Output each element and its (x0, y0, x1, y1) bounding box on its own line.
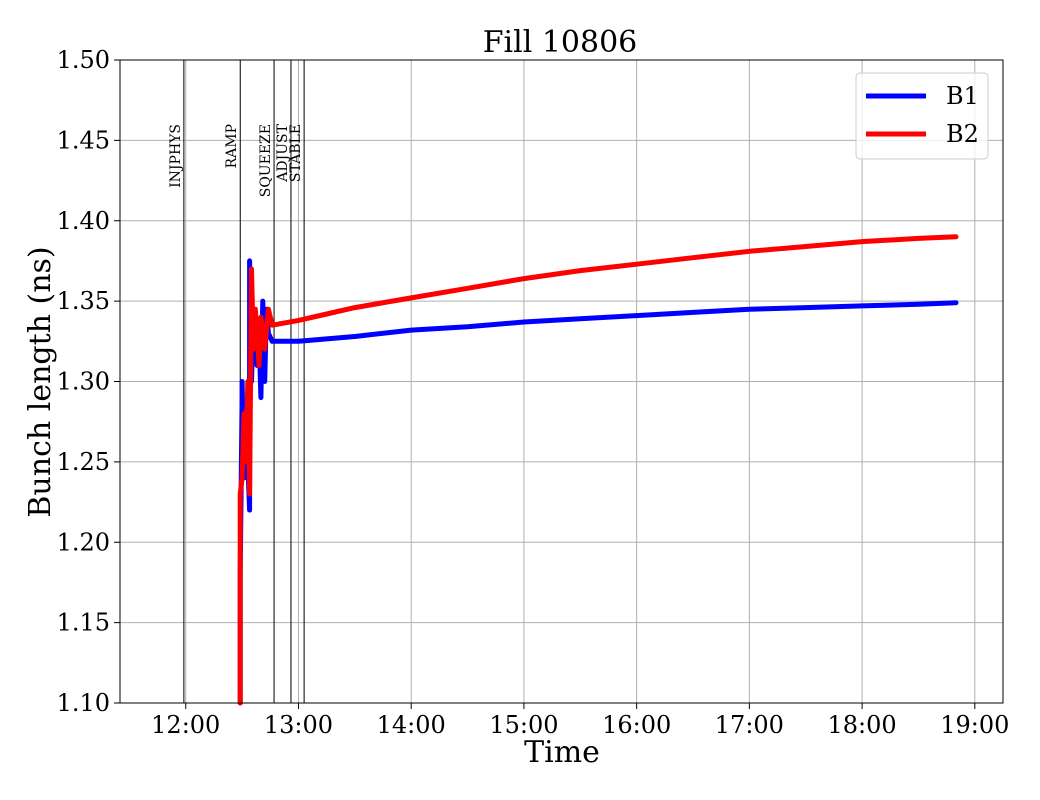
y-tick-label: 1.50 (57, 46, 110, 74)
legend-label: B1 (946, 82, 979, 110)
x-tick-label: 18:00 (828, 711, 897, 739)
y-tick-label: 1.45 (57, 126, 110, 154)
y-tick-label: 1.25 (57, 448, 110, 476)
y-tick-label: 1.15 (57, 609, 110, 637)
legend-label: B2 (946, 120, 979, 148)
y-tick-label: 1.35 (57, 287, 110, 315)
x-tick-label: 13:00 (264, 711, 333, 739)
phase-label: STABLE (288, 124, 304, 182)
series-line-b2 (237, 234, 959, 706)
series-line-b1 (237, 258, 959, 706)
x-tick-label: 19:00 (940, 711, 1009, 739)
x-axis-label: Time (524, 735, 600, 770)
x-tick-label: 17:00 (715, 711, 784, 739)
x-axis: 12:00 13:00 14:00 15:00 16:00 17:00 18:00 19:00 (151, 703, 1009, 739)
y-tick-label: 1.30 (57, 368, 110, 396)
x-tick-label: 16:00 (602, 711, 671, 739)
series-layer (237, 234, 959, 706)
phase-label: RAMP (224, 124, 240, 168)
y-axis: 1.10 1.15 1.20 1.25 1.30 1.35 1.40 1.45 1.50 (57, 46, 120, 717)
phase-label: ADJUST (275, 123, 291, 182)
phase-label: INJPHYS (168, 124, 184, 188)
y-tick-label: 1.10 (57, 689, 110, 717)
y-tick-label: 1.20 (57, 528, 110, 556)
y-tick-label: 1.40 (57, 207, 110, 235)
y-axis-label: Bunch length (ns) (23, 246, 58, 517)
x-tick-label: 15:00 (489, 711, 558, 739)
phase-label: SQUEEZE (258, 124, 274, 197)
chart-title: Fill 10806 (483, 25, 638, 60)
x-tick-label: 14:00 (377, 711, 446, 739)
x-tick-label: 12:00 (151, 711, 220, 739)
